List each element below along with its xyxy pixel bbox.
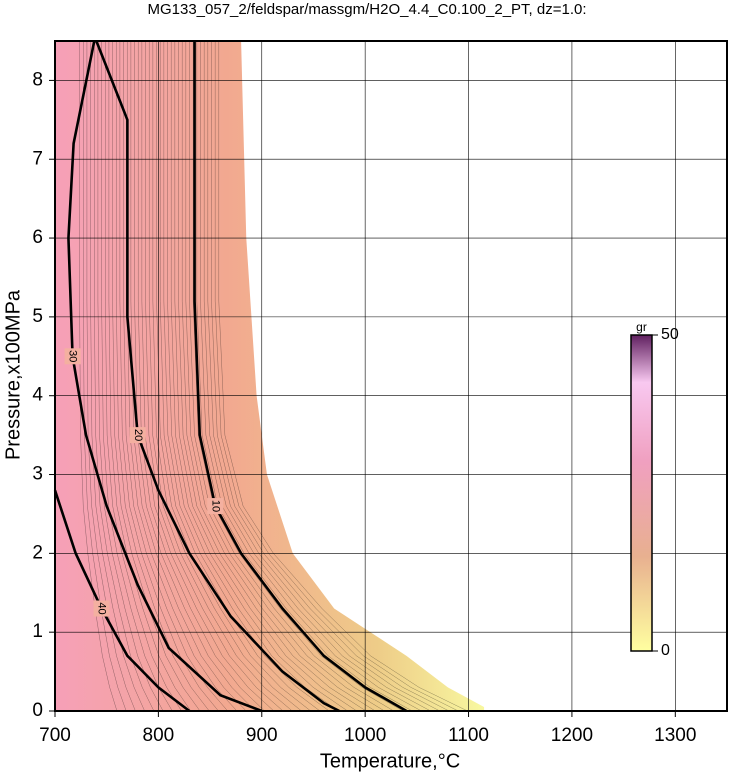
y-tick-label: 7 [32,148,43,169]
y-tick-label: 5 [32,306,43,327]
colorbar-tick-label: 0 [661,642,670,659]
contour-label-bg [207,498,224,515]
field-region [55,41,485,711]
contour-line [193,41,408,713]
contour-label: 40 [96,602,108,614]
y-axis-label: Pressure,x100MPa [2,289,24,460]
x-tick-label: 1100 [448,725,489,746]
contour-label: 10 [209,500,221,512]
x-tick-label: 1200 [551,725,593,746]
contour-line [95,40,340,713]
x-tick-label: 900 [246,725,278,746]
y-tick-label: 1 [32,621,43,642]
x-tick-label: 700 [39,725,71,746]
colorbar-tick-label: 50 [661,326,679,343]
contour-label-bg [93,600,110,617]
contour-line [53,489,191,713]
chart-title: MG133_057_2/feldspar/massgm/H2O_4.4_C0.1… [147,1,586,18]
contour-label-bg [129,427,146,444]
x-tick-label: 1300 [654,725,696,746]
y-tick-label: 6 [32,227,43,248]
contour-label: 20 [132,429,144,441]
y-tick-label: 2 [32,542,43,563]
colorbar [630,334,653,652]
contour-label: 30 [67,350,79,362]
y-tick-label: 8 [32,69,43,90]
x-axis-label: Temperature,°C [320,750,460,772]
colorbar-label: gr [636,320,647,334]
x-tick-label: 1000 [344,725,386,746]
contour-label-bg [64,348,81,365]
plot-frame [54,40,728,712]
contour-line [67,40,263,713]
y-tick-label: 3 [32,464,43,485]
y-tick-label: 0 [32,700,43,721]
x-tick-label: 800 [143,725,175,746]
y-tick-label: 4 [32,385,43,406]
